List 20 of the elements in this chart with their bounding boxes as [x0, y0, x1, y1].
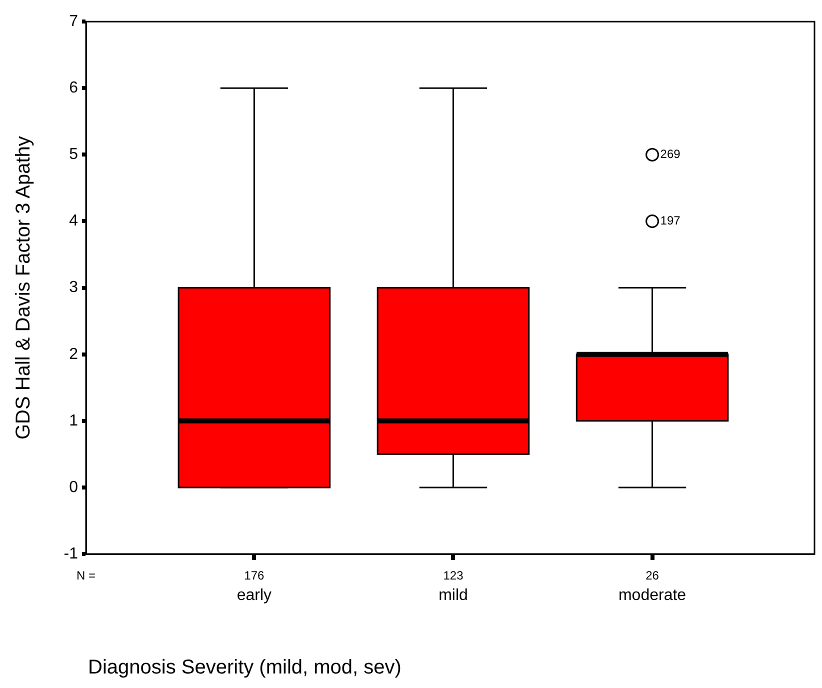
text: 26	[646, 568, 660, 582]
y-tick-label: 2	[69, 346, 78, 363]
text: N =	[76, 568, 96, 582]
y-tick-label: 6	[69, 80, 78, 97]
x-tick-label: mild	[438, 587, 468, 604]
text: Diagnosis Severity (mild, mod, sev)	[88, 656, 402, 679]
annotation: 269	[660, 147, 681, 162]
y-tick-label: -1	[64, 545, 78, 562]
y-tick-label: 7	[69, 13, 78, 30]
y-tick-label: 5	[69, 146, 78, 164]
y-tick-label: 3	[69, 279, 78, 296]
y-tick-label: 1	[69, 412, 78, 430]
x-tick-label: early	[236, 587, 272, 604]
annotation: 197	[660, 214, 681, 228]
y-tick-label: 4	[69, 212, 78, 230]
text: 123	[443, 568, 464, 582]
text: 176	[244, 568, 265, 582]
y-tick-label: 0	[69, 478, 78, 496]
x-tick-label: moderate	[618, 587, 686, 604]
y-axis-title: GDS Hall & Davis Factor 3 Apathy	[12, 136, 35, 440]
